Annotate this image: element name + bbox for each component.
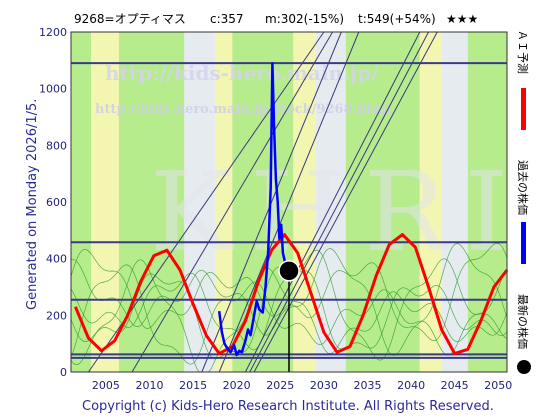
x-tick-label-2035: 2035 xyxy=(353,379,381,392)
y-tick-label-1000: 1000 xyxy=(39,83,67,96)
cycle-band-4 xyxy=(214,32,233,372)
trend-line-1 xyxy=(218,31,360,373)
cycle-band-1 xyxy=(91,32,119,372)
y-tick-label-600: 600 xyxy=(46,196,67,209)
x-tick-label-2045: 2045 xyxy=(441,379,469,392)
y-tick-label-400: 400 xyxy=(46,253,67,266)
x-tick-label-2040: 2040 xyxy=(397,379,425,392)
header-current-price: c:357 xyxy=(210,12,244,26)
trend-line-0 xyxy=(201,31,342,373)
trend-line-6 xyxy=(131,31,334,373)
x-tick-label-2030: 2030 xyxy=(310,379,338,392)
legend-latest-price-dot xyxy=(517,360,531,374)
y-tick-label-1200: 1200 xyxy=(39,26,67,39)
cycle-bands xyxy=(71,32,507,372)
x-tick-label-2050: 2050 xyxy=(484,379,512,392)
cycle-band-7 xyxy=(315,32,346,372)
copyright-footer: Copyright (c) Kids-Hero Research Institu… xyxy=(82,399,494,414)
series-lines xyxy=(74,61,509,357)
cycle-band-3 xyxy=(184,32,215,372)
header-rating-stars: ★★★ xyxy=(446,12,478,26)
header-target-stat: t:549(+54%) xyxy=(358,12,436,26)
legend-ai-forecast: ＡＩ予測 xyxy=(516,30,530,130)
legend-latest-price: 最新の株価 xyxy=(516,294,531,374)
past-price-line xyxy=(217,61,291,357)
latest-price-marker xyxy=(278,260,300,282)
y-tick-label-200: 200 xyxy=(46,309,67,322)
x-tick-label-2010: 2010 xyxy=(135,379,163,392)
legend-ai-forecast-label: ＡＩ予測 xyxy=(516,30,530,74)
y-tick-label-800: 800 xyxy=(46,139,67,152)
generated-date-caption: Generated on Monday 2026/1/5. xyxy=(25,99,40,310)
plot-area: KHRI http://kids-hero.main.jp/ http://ki… xyxy=(70,31,509,373)
trend-line-2 xyxy=(244,31,421,373)
x-tick-label-2020: 2020 xyxy=(223,379,251,392)
plot-border xyxy=(70,31,508,373)
watermark-url: http://kids-hero.main.jp/ xyxy=(105,61,379,85)
legend-ai-forecast-swatch xyxy=(521,88,526,130)
trend-line-4 xyxy=(253,31,438,373)
trend-lines xyxy=(88,31,438,373)
y-tick-label-0: 0 xyxy=(60,366,67,379)
legend-past-price-label: 過去の株価 xyxy=(516,160,530,215)
y-axis-ticks: 0 200 400 600 800 1000 1200 xyxy=(39,26,67,379)
x-tick-label-2025: 2025 xyxy=(266,379,294,392)
legend: ＡＩ予測 過去の株価 最新の株価 xyxy=(516,30,531,374)
legend-past-price-swatch xyxy=(521,222,526,264)
ai-forecast-line xyxy=(74,233,509,356)
cycle-band-9 xyxy=(419,32,442,372)
latest-price-dot xyxy=(278,260,300,282)
legend-past-price: 過去の株価 xyxy=(516,160,530,264)
watermark-page-url: http://kids-hero.main.jp/stock/9268.html xyxy=(95,102,391,117)
x-tick-label-2005: 2005 xyxy=(92,379,120,392)
header-min-stat: m:302(-15%) xyxy=(265,12,344,26)
cycle-band-2 xyxy=(118,32,185,372)
x-axis-ticks: 2005 2010 2015 2020 2025 2030 2035 2040 2045 2050 xyxy=(92,379,512,392)
legend-latest-price-label: 最新の株価 xyxy=(516,294,530,349)
header-code-name: 9268=オプティマス xyxy=(74,12,186,26)
cycle-band-10 xyxy=(441,32,468,372)
trend-line-3 xyxy=(249,31,429,373)
cycle-band-0 xyxy=(71,32,92,372)
x-tick-label-2015: 2015 xyxy=(179,379,207,392)
